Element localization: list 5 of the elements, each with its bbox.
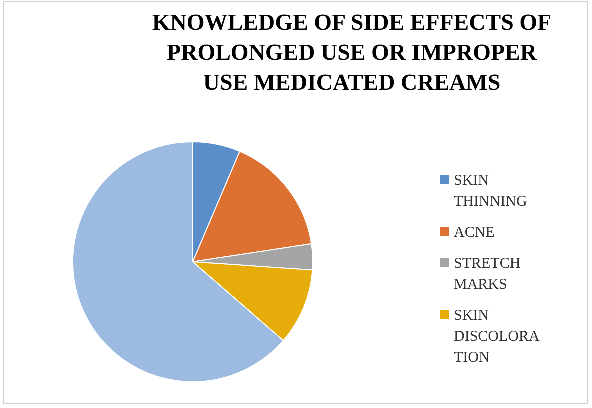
legend-label: STRETCH MARKS [454,256,521,293]
legend-label: SKIN THINNING [454,173,528,210]
legend-label: SKIN DISCOLORATION [454,308,540,366]
chart-title: KNOWLEDGE OF SIDE EFFECTS OF PROLONGED USE OR IMPROPER USE MEDICATED CREAMS [152,10,552,95]
legend-label: ACNE [454,225,495,241]
